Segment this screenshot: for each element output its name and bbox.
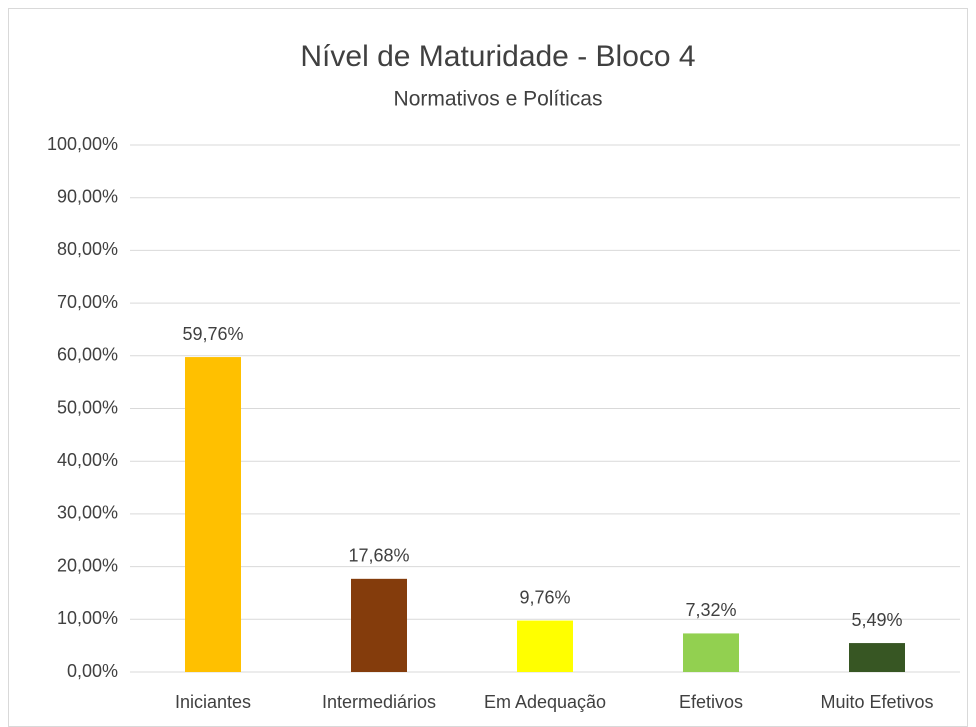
chart-subtitle: Normativos e Políticas [394,88,603,111]
x-tick-label: Em Adequação [484,692,606,712]
data-label: 59,76% [182,324,243,344]
y-tick-label: 90,00% [57,186,118,206]
data-label: 17,68% [348,546,409,566]
chart-title: Nível de Maturidade - Bloco 4 [300,40,695,73]
data-label: 9,76% [519,587,570,607]
x-tick-label: Iniciantes [175,692,251,712]
y-tick-label: 60,00% [57,345,118,365]
y-tick-label: 70,00% [57,292,118,312]
y-tick-label: 20,00% [57,555,118,575]
bar [849,643,905,672]
x-tick-label: Intermediários [322,692,436,712]
x-tick-label: Muito Efetivos [820,692,933,712]
bar [351,578,407,672]
data-label: 7,32% [685,600,736,620]
chart-frame [8,8,968,727]
y-tick-label: 30,00% [57,503,118,523]
y-tick-label: 0,00% [67,661,118,681]
y-tick-label: 80,00% [57,239,118,259]
y-tick-label: 100,00% [47,134,118,154]
bar [683,633,739,672]
y-tick-label: 10,00% [57,608,118,628]
bar [185,357,241,672]
bar [517,620,573,672]
y-tick-label: 50,00% [57,397,118,417]
data-label: 5,49% [851,610,902,630]
x-tick-label: Efetivos [679,692,743,712]
y-tick-label: 40,00% [57,450,118,470]
